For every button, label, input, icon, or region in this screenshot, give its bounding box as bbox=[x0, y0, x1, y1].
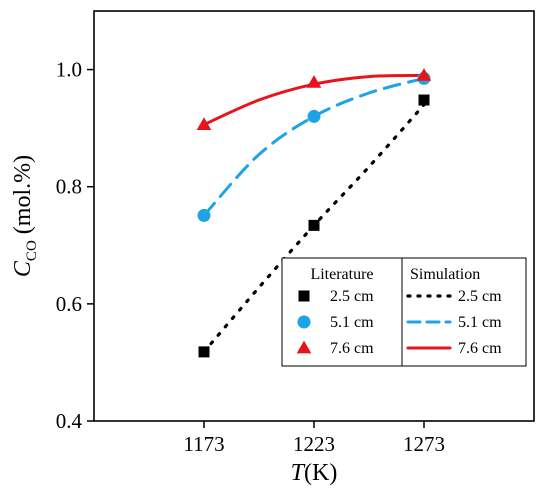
y-axis-title-unit: (mol.%) bbox=[10, 155, 36, 240]
x-axis-title-italic: T bbox=[291, 460, 306, 486]
literature-point-2.5-cm-1223 bbox=[308, 219, 320, 231]
legend-label-literature-5.1-cm: 5.1 cm bbox=[330, 314, 374, 331]
legend-marker-7.6-cm bbox=[296, 340, 312, 354]
x-axis-title: T(K) bbox=[291, 460, 338, 486]
legend-label-literature-7.6-cm: 7.6 cm bbox=[330, 340, 374, 357]
y-axis-title-subscript: CO bbox=[24, 240, 40, 261]
y-tick-label-0.4: 0.4 bbox=[56, 409, 83, 433]
legend-label-simulation-5.1-cm: 5.1 cm bbox=[458, 314, 502, 331]
x-tick-label-1273: 1273 bbox=[403, 432, 445, 456]
legend-label-literature-2.5-cm: 2.5 cm bbox=[330, 288, 374, 305]
legend-label-simulation-2.5-cm: 2.5 cm bbox=[458, 288, 502, 305]
y-tick-label-1.0: 1.0 bbox=[56, 58, 82, 82]
literature-point-7.6-cm-1173 bbox=[196, 117, 212, 130]
simulation-line-5.1-cm bbox=[202, 76, 426, 217]
literature-point-5.1-cm-1173 bbox=[197, 208, 211, 222]
legend-header-literature: Literature bbox=[310, 266, 373, 283]
legend-header-simulation: Simulation bbox=[410, 266, 480, 283]
literature-markers bbox=[196, 68, 432, 358]
x-tick-label-1223: 1223 bbox=[293, 432, 335, 456]
legend-marker-5.1-cm bbox=[297, 315, 311, 329]
legend: Literature Simulation 2.5 cm 5.1 cm 7.6 cm… bbox=[281, 257, 527, 367]
literature-point-2.5-cm-1173 bbox=[198, 346, 210, 358]
legend-label-simulation-7.6-cm: 7.6 cm bbox=[458, 340, 502, 357]
ticks: 1173 1223 1273 0.4 0.6 0.8 1.0 bbox=[56, 58, 445, 456]
x-tick-label-1173: 1173 bbox=[183, 432, 224, 456]
literature-point-5.1-cm-1223 bbox=[307, 109, 321, 123]
x-axis-title-unit: (K) bbox=[304, 460, 337, 486]
legend-entries: 2.5 cm 5.1 cm 7.6 cm 2.5 cm 5.1 cm 7.6 cm bbox=[296, 288, 502, 357]
y-axis-title: CCO (mol.%) bbox=[10, 155, 40, 277]
y-tick-label-0.8: 0.8 bbox=[56, 175, 82, 199]
legend-marker-2.5-cm bbox=[298, 290, 310, 302]
literature-point-7.6-cm-1273 bbox=[416, 68, 432, 81]
literature-point-7.6-cm-1223 bbox=[306, 75, 322, 88]
y-tick-label-0.6: 0.6 bbox=[56, 292, 82, 316]
y-axis-title-italic: C bbox=[10, 260, 36, 277]
literature-point-2.5-cm-1273 bbox=[418, 94, 430, 106]
